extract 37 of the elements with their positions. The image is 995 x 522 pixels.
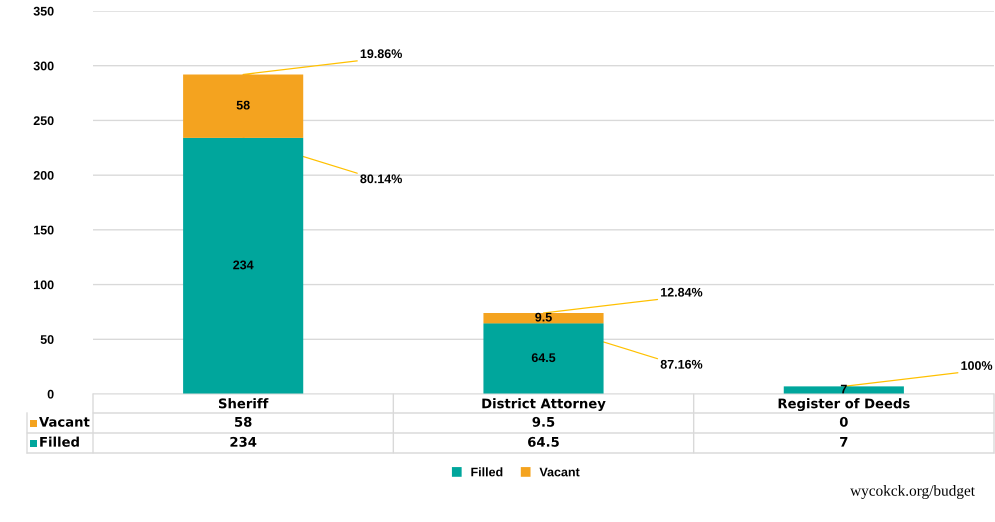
- data-label: 0: [840, 416, 848, 427]
- text: 7: [840, 384, 847, 394]
- bar: [483, 313, 604, 324]
- annotation: 19.86%: [360, 49, 402, 58]
- bar: [183, 138, 304, 394]
- data-label: 58: [235, 416, 252, 427]
- legend-label: Vacant: [39, 417, 90, 427]
- text: 64.5: [532, 353, 556, 362]
- annotation: 12.84%: [661, 288, 702, 297]
- y-tick-label: 0: [48, 390, 54, 399]
- y-tick-label: 300: [34, 62, 54, 70]
- y-tick-label: 50: [40, 335, 54, 344]
- x-tick-label: Sheriff: [218, 398, 268, 408]
- bar: [483, 323, 604, 394]
- data-label: 64.5: [528, 436, 559, 447]
- text: Vacant: [540, 468, 580, 476]
- bar: [784, 386, 904, 394]
- y-tick-label: 200: [34, 170, 54, 180]
- text: wycokck.org/budget: [850, 485, 975, 499]
- annotation: 100%: [961, 361, 992, 370]
- text: 9.5: [535, 312, 552, 322]
- data-label: 7: [840, 437, 848, 447]
- y-tick-label: 250: [34, 116, 54, 126]
- data-label: 9.5: [532, 416, 554, 427]
- bar: [183, 74, 304, 138]
- y-tick-label: 150: [34, 226, 54, 235]
- annotation: 80.14%: [360, 174, 402, 184]
- annotation: 87.16%: [660, 360, 702, 369]
- y-tick-label: 350: [34, 6, 54, 16]
- x-tick-label: District Attorney: [482, 398, 606, 412]
- x-tick-label: Register of Deeds: [778, 398, 910, 412]
- text: 58: [236, 100, 250, 110]
- data-label: 234: [230, 436, 256, 447]
- y-tick-label: 100: [34, 280, 54, 290]
- legend-label: Filled: [471, 467, 502, 476]
- text: 234: [233, 260, 254, 270]
- text: Filled: [40, 436, 79, 447]
